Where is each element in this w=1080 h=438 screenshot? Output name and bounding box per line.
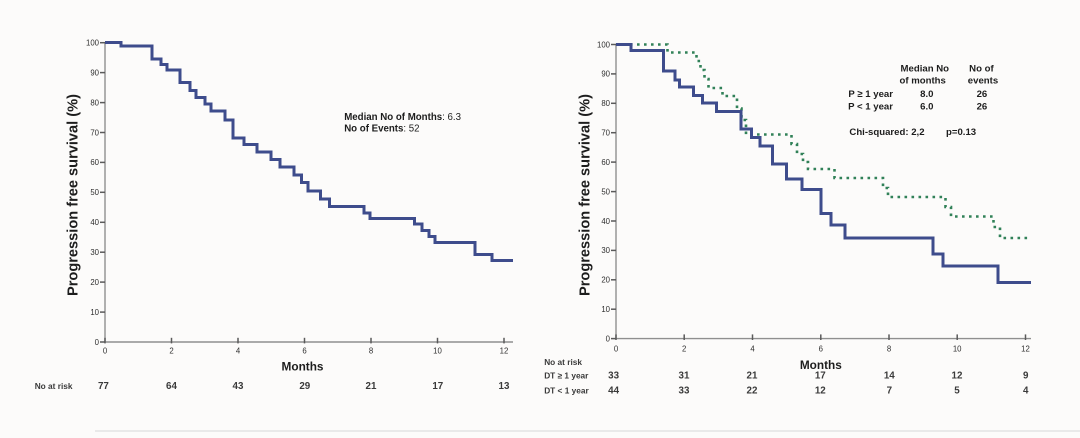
svg-text:6: 6 <box>302 346 306 355</box>
svg-text:4: 4 <box>750 344 755 353</box>
svg-text:12: 12 <box>815 386 826 397</box>
svg-text:Progression free survival (%): Progression free survival (%) <box>578 94 594 296</box>
svg-text:DT < 1 year: DT < 1 year <box>544 386 589 396</box>
svg-text:100: 100 <box>597 40 611 49</box>
svg-text:7: 7 <box>887 386 893 397</box>
svg-text:60: 60 <box>601 158 610 167</box>
svg-text:0: 0 <box>614 344 619 353</box>
svg-text:10: 10 <box>90 308 99 317</box>
svg-text:50: 50 <box>601 187 610 196</box>
svg-text:4: 4 <box>236 346 241 355</box>
svg-text:6: 6 <box>819 344 823 353</box>
svg-text:22: 22 <box>747 386 758 397</box>
svg-text:P < 1 year: P < 1 year <box>848 101 893 112</box>
svg-text:8: 8 <box>369 346 373 355</box>
svg-text:p=0.13: p=0.13 <box>946 127 976 138</box>
svg-text:90: 90 <box>601 70 610 79</box>
svg-text:10: 10 <box>953 344 962 353</box>
svg-text:Median No: Median No <box>901 64 950 75</box>
svg-text:0: 0 <box>95 338 100 347</box>
svg-text:Months: Months <box>282 359 324 373</box>
svg-text:12: 12 <box>952 370 963 381</box>
svg-text:0: 0 <box>606 334 611 343</box>
svg-text:2: 2 <box>682 344 686 353</box>
svg-text:33: 33 <box>679 386 690 397</box>
svg-text:33: 33 <box>608 370 619 381</box>
svg-text:No of: No of <box>969 64 994 75</box>
svg-text:6.0: 6.0 <box>920 101 933 112</box>
svg-text:80: 80 <box>90 98 99 107</box>
svg-text:10: 10 <box>601 305 610 314</box>
svg-text:20: 20 <box>601 276 610 285</box>
svg-text:90: 90 <box>90 68 99 77</box>
svg-text:20: 20 <box>90 278 99 287</box>
svg-text:26: 26 <box>977 101 988 112</box>
svg-text:P ≥ 1 year: P ≥ 1 year <box>848 89 893 100</box>
svg-text:0: 0 <box>103 346 108 355</box>
svg-text:21: 21 <box>747 370 758 381</box>
svg-text:12: 12 <box>1021 344 1030 353</box>
svg-text:70: 70 <box>90 128 99 137</box>
svg-text:events: events <box>968 75 998 86</box>
svg-text:8.0: 8.0 <box>920 89 933 100</box>
svg-text:Progression free survival (%): Progression free survival (%) <box>66 94 82 296</box>
svg-text:60: 60 <box>90 158 99 167</box>
svg-text:8: 8 <box>887 344 891 353</box>
svg-text:of months: of months <box>900 75 946 86</box>
svg-text:No of Events: 52: No of Events: 52 <box>344 123 419 134</box>
svg-text:2: 2 <box>169 346 173 355</box>
svg-text:Chi-squared: 2,2: Chi-squared: 2,2 <box>849 127 924 138</box>
svg-text:DT ≥ 1 year: DT ≥ 1 year <box>544 370 589 380</box>
svg-text:29: 29 <box>299 381 310 392</box>
svg-text:17: 17 <box>432 381 443 392</box>
svg-text:80: 80 <box>601 99 610 108</box>
svg-text:13: 13 <box>499 381 510 392</box>
svg-text:40: 40 <box>601 217 610 226</box>
svg-text:21: 21 <box>366 381 377 392</box>
svg-text:No at risk: No at risk <box>35 381 73 391</box>
svg-text:44: 44 <box>608 386 619 397</box>
svg-text:70: 70 <box>601 129 610 138</box>
svg-text:10: 10 <box>433 346 442 355</box>
svg-text:12: 12 <box>500 346 509 355</box>
svg-text:14: 14 <box>884 370 895 381</box>
svg-text:4: 4 <box>1023 386 1029 397</box>
svg-text:77: 77 <box>98 381 109 392</box>
svg-text:31: 31 <box>679 370 690 381</box>
svg-text:9: 9 <box>1023 370 1029 381</box>
svg-text:5: 5 <box>954 386 960 397</box>
svg-text:30: 30 <box>601 246 610 255</box>
svg-text:40: 40 <box>90 218 99 227</box>
svg-text:Median No of Months: 6.3: Median No of Months: 6.3 <box>344 112 461 123</box>
svg-text:43: 43 <box>233 381 244 392</box>
svg-text:50: 50 <box>90 188 99 197</box>
svg-text:100: 100 <box>86 39 100 48</box>
svg-text:30: 30 <box>90 248 99 257</box>
svg-text:17: 17 <box>815 370 826 381</box>
svg-text:Months: Months <box>800 358 842 372</box>
svg-text:64: 64 <box>166 381 177 392</box>
svg-text:26: 26 <box>977 89 988 100</box>
svg-text:No at risk: No at risk <box>544 357 582 367</box>
